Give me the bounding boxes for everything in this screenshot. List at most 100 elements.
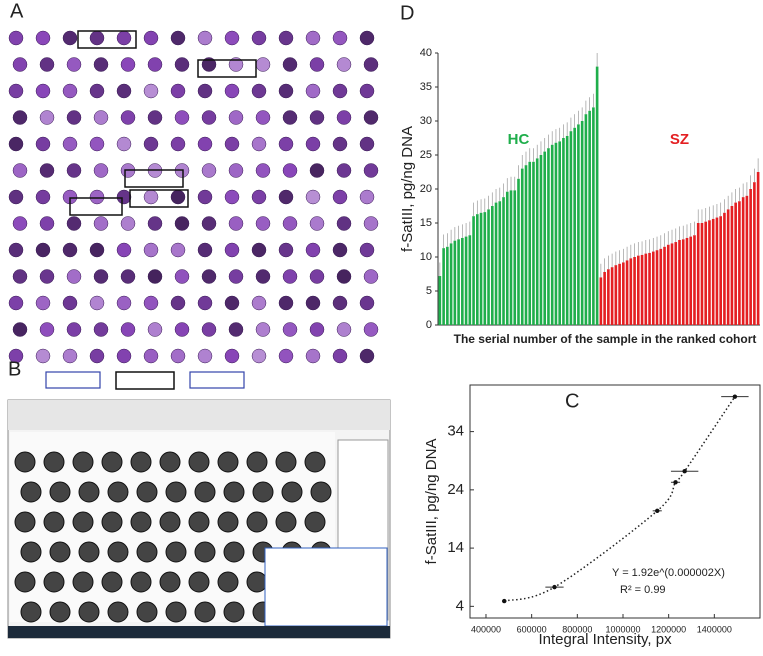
y-tick-label: 24 bbox=[447, 481, 464, 498]
spot bbox=[194, 601, 216, 623]
spot bbox=[305, 189, 321, 205]
spot bbox=[35, 30, 51, 46]
spot bbox=[224, 30, 240, 46]
spot bbox=[136, 541, 158, 563]
spot bbox=[194, 481, 216, 503]
spot bbox=[363, 110, 379, 125]
y-tick-label: 5 bbox=[426, 285, 432, 297]
spot bbox=[332, 295, 348, 311]
spot bbox=[194, 541, 216, 563]
annotation: Y = 1.92e^(0.000002X) bbox=[612, 567, 725, 579]
y-tick-label: 30 bbox=[420, 115, 432, 127]
spot bbox=[107, 541, 129, 563]
highlight-box bbox=[124, 169, 184, 188]
spot bbox=[251, 295, 267, 311]
spot bbox=[201, 110, 217, 125]
series-label: SZ bbox=[670, 131, 689, 148]
annotation: R² = 0.99 bbox=[620, 584, 666, 596]
x-tick-label: 1000000 bbox=[605, 624, 640, 634]
spot bbox=[359, 189, 375, 205]
spot bbox=[14, 571, 36, 593]
bar bbox=[622, 262, 625, 325]
spot bbox=[35, 189, 51, 205]
spot bbox=[35, 242, 51, 258]
bar bbox=[580, 121, 584, 325]
spot bbox=[159, 511, 181, 533]
bar bbox=[569, 131, 573, 325]
spot bbox=[255, 322, 271, 337]
bar bbox=[442, 248, 445, 325]
x-tick-label: 1200000 bbox=[651, 624, 686, 634]
spot bbox=[305, 242, 321, 258]
spot bbox=[159, 571, 181, 593]
bar bbox=[603, 271, 606, 325]
spot bbox=[101, 451, 123, 473]
spot bbox=[89, 242, 105, 258]
spot bbox=[136, 481, 158, 503]
bar bbox=[562, 138, 565, 325]
spot bbox=[251, 242, 267, 258]
spot bbox=[107, 601, 129, 623]
y-tick-label: 10 bbox=[420, 251, 432, 263]
spot bbox=[20, 601, 42, 623]
bar bbox=[637, 255, 640, 325]
spot bbox=[8, 242, 24, 258]
spot bbox=[89, 348, 105, 364]
spot bbox=[363, 269, 379, 284]
spot bbox=[252, 481, 274, 503]
spot bbox=[120, 269, 136, 284]
spot bbox=[251, 83, 267, 99]
spot bbox=[14, 451, 36, 473]
bar bbox=[479, 212, 483, 325]
spot bbox=[12, 322, 28, 337]
bar bbox=[461, 237, 464, 325]
panel-a-image bbox=[8, 30, 379, 390]
y-axis-label: f-SatIII, pg/ng DNA bbox=[399, 126, 416, 252]
taskbar bbox=[8, 626, 390, 638]
bar bbox=[723, 212, 726, 325]
bar bbox=[674, 242, 678, 325]
bar bbox=[592, 107, 595, 326]
spot bbox=[174, 269, 190, 284]
highlight-box bbox=[115, 371, 175, 390]
spot bbox=[120, 110, 136, 125]
spot bbox=[165, 541, 187, 563]
spot bbox=[217, 571, 239, 593]
bar bbox=[498, 201, 502, 325]
spot bbox=[20, 541, 42, 563]
spot bbox=[305, 136, 321, 152]
spot bbox=[43, 451, 65, 473]
spot bbox=[43, 571, 65, 593]
spot bbox=[101, 511, 123, 533]
spot bbox=[89, 189, 105, 205]
spot bbox=[188, 451, 210, 473]
bar bbox=[446, 246, 449, 325]
bar bbox=[689, 236, 693, 325]
spot bbox=[147, 216, 163, 231]
spot bbox=[66, 57, 82, 72]
spot bbox=[228, 216, 244, 231]
spot bbox=[89, 30, 105, 46]
spot bbox=[309, 322, 325, 337]
spot bbox=[120, 322, 136, 337]
spot bbox=[93, 57, 109, 72]
spot bbox=[224, 189, 240, 205]
spot bbox=[12, 110, 28, 125]
spot bbox=[12, 163, 28, 178]
spot bbox=[363, 57, 379, 72]
spot bbox=[165, 601, 187, 623]
bar bbox=[595, 66, 599, 325]
y-tick-label: 0 bbox=[426, 319, 432, 331]
spot bbox=[49, 481, 71, 503]
spot bbox=[246, 451, 268, 473]
bar bbox=[453, 240, 457, 325]
spot bbox=[8, 295, 24, 311]
spot bbox=[170, 242, 186, 258]
spot bbox=[165, 481, 187, 503]
bar bbox=[730, 206, 734, 325]
spot bbox=[201, 322, 217, 337]
spot bbox=[143, 242, 159, 258]
panel-label: D bbox=[400, 2, 414, 24]
y-tick-label: 20 bbox=[420, 183, 432, 195]
spot bbox=[332, 348, 348, 364]
